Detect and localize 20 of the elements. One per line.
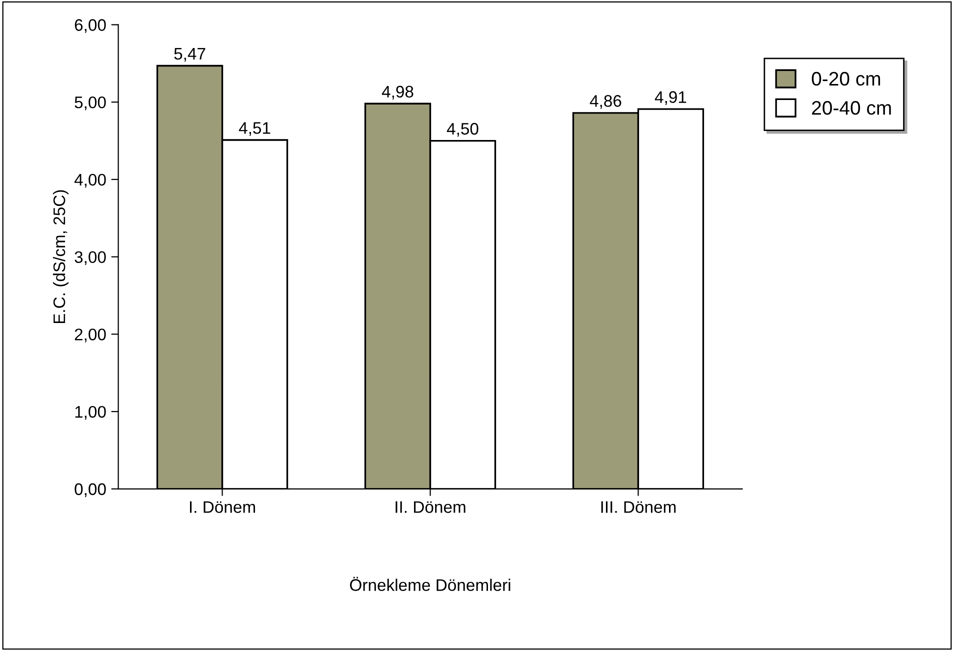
data-label: 4,91 [654,91,686,105]
y-tick-label: 1,00 [75,406,106,420]
y-tick-label: 5,00 [74,96,106,110]
data-label: 4,51 [238,122,270,136]
data-label: 4,50 [446,122,478,137]
y-axis-title: E.C. (dS/cm, 25C) [52,190,68,324]
data-label: 5,47 [174,48,206,62]
x-tick-label: III. Dönem [601,501,676,513]
y-tick-label: 3,00 [74,251,106,265]
y-tick-label: 6,00 [74,19,106,33]
x-axis-title: Örnekleme Dönemleri [350,576,510,591]
y-tick-label: 0,00 [74,483,106,498]
y-tick-label: 2,00 [74,328,106,342]
x-tick-label: I. Dönem [190,501,255,513]
y-tick-label: 4,00 [74,174,106,188]
data-label: 4,98 [382,86,414,100]
data-label: 4,86 [590,95,622,109]
x-tick-label: II. Dönem [396,501,466,513]
legend-label: 20-40 cm [812,101,891,115]
legend-label: 0-20 cm [812,72,880,86]
